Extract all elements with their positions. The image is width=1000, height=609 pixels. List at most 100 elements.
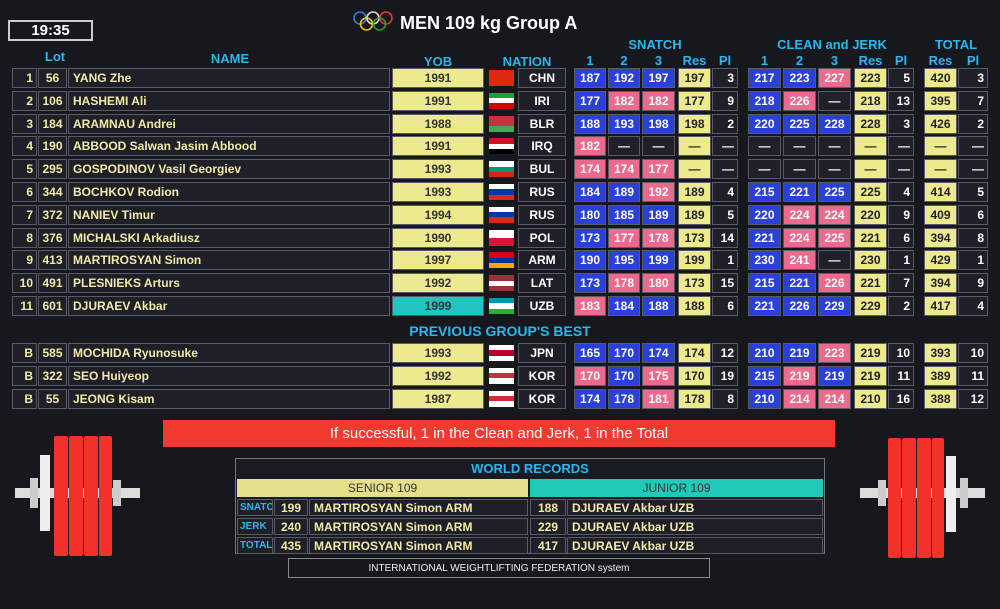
athlete-name: BOCHKOV Rodion xyxy=(68,182,390,202)
attempt: 215 xyxy=(748,365,781,386)
athlete-name: MARTIROSYAN Simon xyxy=(68,250,390,271)
attempt: 177 xyxy=(574,90,606,111)
attempt-header: 3 xyxy=(830,53,839,68)
flag xyxy=(489,70,514,86)
attempt: 217 xyxy=(748,68,781,88)
attempt: 225 xyxy=(783,113,816,134)
row-number: 5 xyxy=(12,159,37,180)
attempt-header: 1 xyxy=(586,53,594,68)
attempt: 226 xyxy=(783,296,816,316)
cj-result: 230 xyxy=(854,250,887,271)
attempt: 198 xyxy=(642,113,675,134)
lot-header: Lot xyxy=(44,48,66,64)
snatch-result: 189 xyxy=(678,204,711,225)
row-number: 9 xyxy=(12,250,37,271)
total-place: 3 xyxy=(958,68,988,88)
cj-result: 210 xyxy=(854,388,887,409)
cj-place: 11 xyxy=(888,365,914,386)
attempt: — xyxy=(818,250,851,271)
snatch-result: 173 xyxy=(678,227,711,248)
snatch-place: 6 xyxy=(712,296,738,316)
nation: KOR xyxy=(518,388,566,409)
total-place: 11 xyxy=(958,365,988,386)
row-number: 7 xyxy=(12,204,37,225)
attempt: — xyxy=(642,136,675,157)
attempt: 223 xyxy=(818,343,851,363)
attempt: 173 xyxy=(574,273,606,294)
attempt: 220 xyxy=(748,204,781,225)
records-title: WORLD RECORDS xyxy=(471,461,589,476)
total-place: 8 xyxy=(958,227,988,248)
attempt: 230 xyxy=(748,250,781,271)
attempt: 174 xyxy=(574,159,606,180)
flag xyxy=(489,390,514,407)
attempt: 184 xyxy=(574,182,606,202)
yob: 1994 xyxy=(392,204,484,225)
pl-header: Pl xyxy=(894,53,908,68)
snatch-result: 198 xyxy=(678,113,711,134)
snatch-result: — xyxy=(678,136,711,157)
nation: RUS xyxy=(518,204,566,225)
senior-holder: MARTIROSYAN Simon ARM xyxy=(309,537,528,554)
attempt: 189 xyxy=(642,204,675,225)
attempt: 215 xyxy=(748,182,781,202)
cj-result: 228 xyxy=(854,113,887,134)
cj-place: 6 xyxy=(888,227,914,248)
nation: IRQ xyxy=(518,136,566,157)
attempt: 224 xyxy=(818,204,851,225)
lot: 372 xyxy=(38,204,67,225)
attempt: 185 xyxy=(608,204,640,225)
cj-place: 5 xyxy=(888,68,914,88)
snatch-result: 170 xyxy=(678,365,711,386)
nation: CHN xyxy=(518,68,566,88)
attempt: 224 xyxy=(783,227,816,248)
attempt: 174 xyxy=(608,159,640,180)
yob: 1993 xyxy=(392,182,484,202)
message-banner: If successful, 1 in the Clean and Jerk, … xyxy=(163,420,835,447)
flag xyxy=(489,367,514,384)
junior-header: JUNIOR 109 xyxy=(530,479,823,497)
athlete-name: JEONG Kisam xyxy=(68,388,390,409)
flag xyxy=(489,229,514,246)
cj-place: 7 xyxy=(888,273,914,294)
attempt: 226 xyxy=(783,90,816,111)
row-number: 2 xyxy=(12,90,37,111)
total-result: 429 xyxy=(924,250,957,271)
snatch-place: — xyxy=(712,159,738,180)
attempt: 197 xyxy=(642,68,675,88)
attempt: 170 xyxy=(574,365,606,386)
name-header: NAME xyxy=(210,50,250,66)
yob: 1992 xyxy=(392,365,484,386)
cj-place: 9 xyxy=(888,204,914,225)
attempt-header: 3 xyxy=(654,53,663,68)
lot: 413 xyxy=(38,250,67,271)
total-result: 395 xyxy=(924,90,957,111)
attempt: 226 xyxy=(818,273,851,294)
cj-place: — xyxy=(888,136,914,157)
snatch-place: 2 xyxy=(712,113,738,134)
attempt: 220 xyxy=(748,113,781,134)
athlete-name: ARAMNAU Andrei xyxy=(68,113,390,134)
senior-header: SENIOR 109 xyxy=(237,479,528,497)
total-result: 394 xyxy=(924,227,957,248)
row-number: 10 xyxy=(12,273,37,294)
footer: INTERNATIONAL WEIGHTLIFTING FEDERATION s… xyxy=(288,558,710,578)
nation: POL xyxy=(518,227,566,248)
time: 19:35 xyxy=(8,20,93,41)
row-number: 6 xyxy=(12,182,37,202)
lot: 585 xyxy=(38,343,67,363)
attempt: — xyxy=(818,159,851,180)
flag xyxy=(489,115,514,132)
attempt: 189 xyxy=(608,182,640,202)
total-place: 6 xyxy=(958,204,988,225)
yob: 1991 xyxy=(392,90,484,111)
snatch-place: 12 xyxy=(712,343,738,363)
snatch-result: — xyxy=(678,159,711,180)
pl-header: Pl xyxy=(718,53,732,68)
total-place: — xyxy=(958,136,988,157)
snatch-header: SNATCH xyxy=(628,36,682,52)
previous-title: PREVIOUS GROUP'S BEST xyxy=(409,323,591,339)
snatch-result: 174 xyxy=(678,343,711,363)
junior-record: 188 xyxy=(530,499,566,516)
